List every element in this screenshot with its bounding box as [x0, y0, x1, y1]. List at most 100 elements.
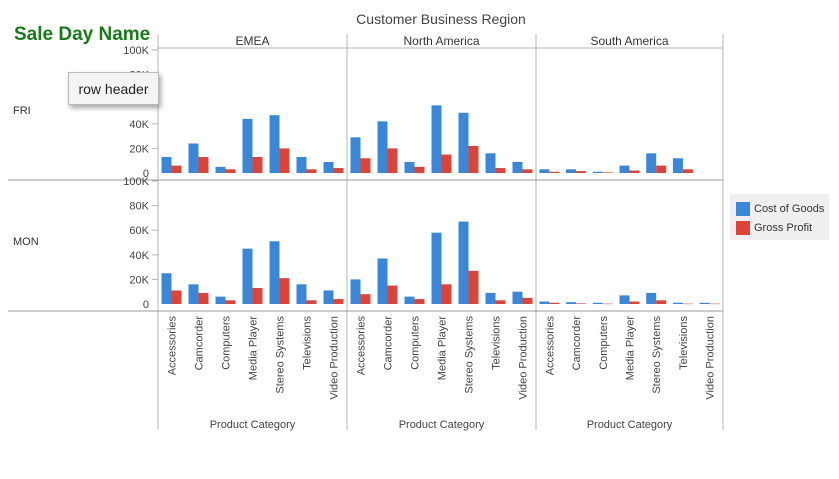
bar-mon-emea-gross-profit-video-production [333, 299, 344, 304]
bar-fri-north-america-gross-profit-computers [414, 166, 425, 173]
bar-fri-south-america-gross-profit-televisions [682, 169, 693, 173]
bar-fri-south-america-cost-of-goods-accessories [539, 169, 550, 173]
x-tick-label-video-production: Video Production [329, 316, 341, 400]
legend-item-profit[interactable]: Gross Profit [736, 221, 812, 235]
x-axis-label: Product Category [399, 419, 485, 431]
bar-mon-emea-gross-profit-televisions [306, 300, 317, 304]
x-tick-label-video-production: Video Production [518, 316, 530, 400]
bar-fri-south-america-gross-profit-camcorder [576, 171, 587, 173]
x-axis-label: Product Category [210, 419, 296, 431]
x-tick-label-televisions: Televisions [302, 316, 314, 370]
legend-label-cost: Cost of Goods [754, 203, 825, 215]
y-tick-label: 20K [129, 143, 149, 155]
x-tick-label-televisions: Televisions [491, 316, 503, 370]
x-tick-label-computers: Computers [410, 316, 422, 370]
column-header-south-america: South America [590, 34, 668, 48]
bar-fri-emea-gross-profit-media-player [252, 157, 263, 173]
x-axis-label: Product Category [587, 419, 673, 431]
column-header-north-america: North America [403, 34, 479, 48]
bar-fri-south-america-gross-profit-media-player [629, 170, 640, 173]
bar-fri-emea-gross-profit-computers [225, 169, 236, 173]
bar-mon-north-america-gross-profit-media-player [441, 284, 452, 304]
bar-mon-south-america-gross-profit-media-player [629, 301, 640, 304]
bar-fri-south-america-cost-of-goods-televisions [672, 158, 683, 173]
bar-mon-south-america-cost-of-goods-media-player [619, 295, 630, 304]
row-label-mon: MON [13, 236, 39, 248]
bar-mon-emea-cost-of-goods-video-production [323, 290, 334, 304]
bar-fri-north-america-cost-of-goods-accessories [350, 137, 361, 173]
bar-fri-south-america-cost-of-goods-camcorder [566, 169, 577, 173]
bar-mon-south-america-cost-of-goods-camcorder [566, 302, 577, 304]
legend-swatch-profit [736, 221, 750, 235]
row-axis-title: Sale Day Name [14, 24, 151, 45]
x-tick-label-stereo-systems: Stereo Systems [651, 316, 663, 394]
bar-fri-south-america-gross-profit-accessories [549, 171, 560, 173]
bar-fri-north-america-gross-profit-televisions [495, 168, 506, 173]
x-tick-label-camcorder: Camcorder [571, 316, 583, 371]
bar-mon-north-america-gross-profit-televisions [495, 300, 506, 304]
bar-mon-south-america-gross-profit-computers [602, 303, 613, 305]
bar-mon-emea-cost-of-goods-camcorder [188, 284, 199, 304]
bar-mon-north-america-gross-profit-computers [414, 299, 425, 304]
bar-fri-north-america-gross-profit-media-player [441, 154, 452, 173]
bar-fri-north-america-cost-of-goods-televisions [485, 153, 496, 173]
x-tick-label-media-player: Media Player [625, 316, 637, 381]
bar-fri-emea-gross-profit-televisions [306, 169, 317, 173]
bar-mon-south-america-gross-profit-stereo-systems [656, 300, 667, 304]
bar-mon-emea-gross-profit-accessories [171, 290, 182, 304]
bar-fri-north-america-gross-profit-stereo-systems [468, 145, 479, 173]
bar-fri-emea-gross-profit-stereo-systems [279, 148, 290, 173]
row-label-fri: FRI [13, 105, 31, 117]
bar-fri-north-america-gross-profit-video-production [522, 169, 533, 173]
x-tick-label-camcorder: Camcorder [383, 316, 395, 371]
bar-mon-north-america-cost-of-goods-media-player [431, 232, 442, 304]
x-tick-label-media-player: Media Player [437, 316, 449, 381]
bar-mon-south-america-cost-of-goods-computers [592, 302, 603, 304]
y-tick-label: 60K [129, 225, 149, 237]
bar-mon-north-america-gross-profit-accessories [360, 294, 371, 304]
bar-mon-north-america-cost-of-goods-computers [404, 296, 415, 304]
bar-mon-emea-cost-of-goods-televisions [296, 284, 307, 304]
x-tick-label-video-production: Video Production [705, 316, 717, 400]
bar-fri-north-america-cost-of-goods-stereo-systems [458, 112, 469, 173]
bar-mon-south-america-cost-of-goods-televisions [672, 302, 683, 304]
y-tick-label: 0 [143, 299, 149, 311]
y-tick-label: 40K [129, 119, 149, 131]
bar-fri-emea-gross-profit-video-production [333, 168, 344, 173]
bar-fri-emea-gross-profit-accessories [171, 165, 182, 173]
bar-fri-north-america-cost-of-goods-camcorder [377, 121, 388, 173]
bar-mon-north-america-gross-profit-video-production [522, 297, 533, 304]
bar-mon-south-america-gross-profit-camcorder [576, 303, 587, 304]
bar-mon-north-america-cost-of-goods-televisions [485, 292, 496, 304]
bar-fri-north-america-cost-of-goods-media-player [431, 105, 442, 173]
bar-fri-emea-cost-of-goods-camcorder [188, 143, 199, 173]
y-tick-label: 0 [143, 168, 149, 180]
bar-mon-south-america-gross-profit-televisions [682, 303, 693, 305]
bar-mon-north-america-gross-profit-camcorder [387, 285, 398, 304]
bar-mon-south-america-cost-of-goods-stereo-systems [646, 292, 657, 304]
x-tick-label-media-player: Media Player [248, 316, 260, 381]
bar-mon-south-america-gross-profit-accessories [549, 302, 560, 304]
legend-item-cost[interactable]: Cost of Goods [736, 202, 824, 216]
bar-mon-north-america-gross-profit-stereo-systems [468, 270, 479, 304]
bar-mon-south-america-gross-profit-video-production [709, 303, 720, 305]
legend: Cost of Goods Gross Profit [730, 194, 829, 240]
bar-mon-north-america-cost-of-goods-accessories [350, 279, 361, 304]
bar-mon-emea-cost-of-goods-stereo-systems [269, 241, 280, 304]
bar-fri-north-america-cost-of-goods-video-production [512, 161, 523, 173]
bar-fri-south-america-cost-of-goods-stereo-systems [646, 153, 657, 173]
chart-title: Customer Business Region [356, 11, 526, 27]
x-tick-label-stereo-systems: Stereo Systems [464, 316, 476, 394]
bar-mon-south-america-cost-of-goods-accessories [539, 301, 550, 304]
bar-fri-north-america-gross-profit-accessories [360, 158, 371, 173]
bar-fri-emea-cost-of-goods-stereo-systems [269, 115, 280, 173]
y-tick-label: 20K [129, 274, 149, 286]
bar-fri-south-america-cost-of-goods-media-player [619, 165, 630, 173]
x-tick-label-accessories: Accessories [167, 316, 179, 376]
x-tick-label-stereo-systems: Stereo Systems [275, 316, 287, 394]
tooltip-label: row header [78, 80, 149, 97]
bar-mon-north-america-cost-of-goods-camcorder [377, 258, 388, 304]
y-tick-label: 100K [123, 176, 149, 188]
bar-mon-emea-gross-profit-stereo-systems [279, 278, 290, 304]
